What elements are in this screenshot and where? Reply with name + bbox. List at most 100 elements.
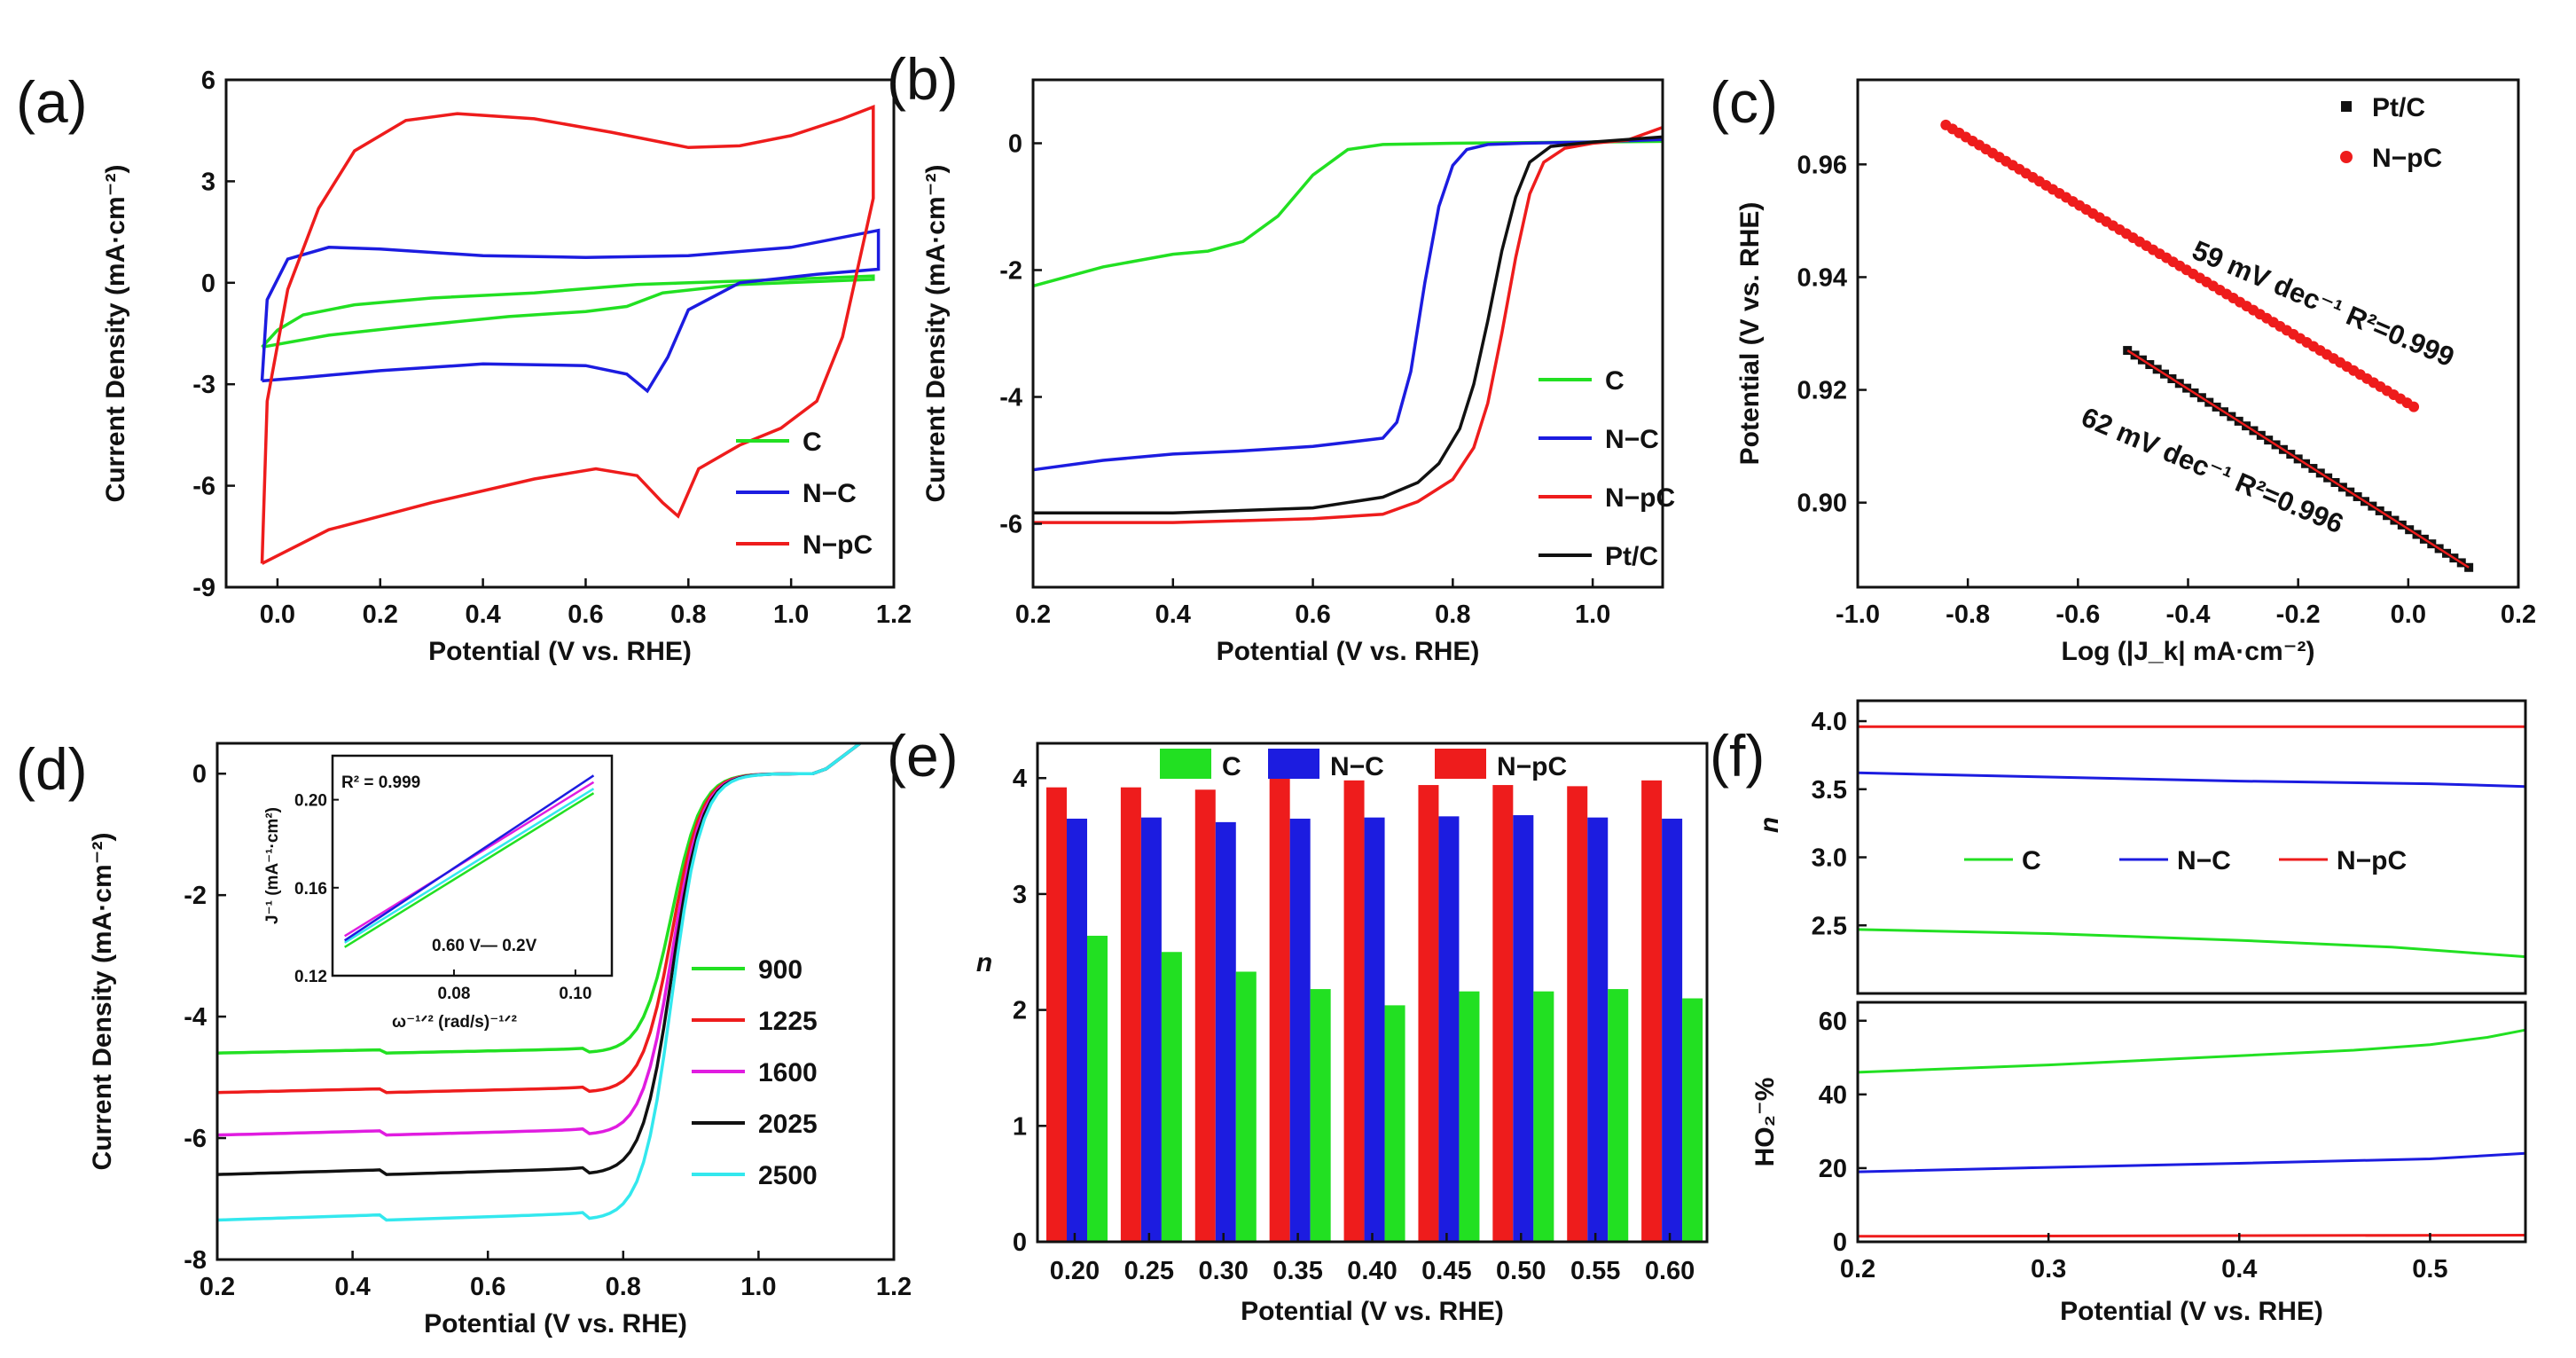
panel-e-bar (1310, 989, 1331, 1242)
panel-d-legend-label: 1225 (758, 1007, 818, 1036)
panel-e-legend-label: C (1222, 752, 1241, 781)
panel-f-top-ytick-label: 2.5 (1812, 912, 1847, 940)
panel-b-xtick-label: 0.8 (1435, 601, 1470, 629)
panel-e-bar (1567, 786, 1588, 1242)
panel-d-inset-ytick-label: 0.20 (294, 792, 327, 811)
panel-b-legend-label: C (1605, 366, 1625, 396)
panel-e-xtick-label: 0.45 (1421, 1257, 1471, 1285)
panel-f-xtick-label: 0.2 (1840, 1255, 1875, 1283)
panel-a-ytick-label: 0 (201, 270, 215, 298)
panel-f-top-series-line (1857, 928, 2526, 959)
panel-e-x-axis-label: Potential (V vs. RHE) (1241, 1297, 1504, 1326)
panel-d-plot-frame (215, 742, 896, 1261)
panel-f-panel-label: (f) (1710, 723, 1765, 789)
panel-d: 0.2 0.4 0.6 0.8 1.0 1.2 -8 -6 -4 -2 0 Potential (V … (16, 736, 912, 1338)
panel-b-y-axis-label: Current Density (mA·cm⁻²) (921, 165, 951, 503)
panel-b-series-line (1033, 125, 1664, 524)
panel-f-bottom-ytick-label: 60 (1819, 1008, 1847, 1036)
panel-e-bar (1682, 998, 1703, 1242)
panel-d-ytick-label: -2 (184, 882, 207, 910)
panel-d-inset-fit-line (344, 792, 595, 948)
panel-b: 0.2 0.4 0.6 0.8 1.0 -6 -4 -2 0 Potential (V vs. R… (887, 46, 1675, 666)
panel-e: 0.20 0.25 0.30 0.35 0.40 0.45 0.50 0.55 0.60 0 1 2 3… (887, 723, 1709, 1326)
panel-a-ytick-label: 6 (201, 67, 215, 95)
panel-a-ytick-label: 3 (201, 168, 215, 196)
panel-e-bar (1587, 817, 1609, 1242)
panel-e-xtick-label: 0.35 (1272, 1257, 1322, 1285)
panel-d-ytick-label: 0 (192, 760, 207, 789)
panel-b-series-line (1033, 135, 1664, 515)
panel-b-ytick-label: -6 (999, 511, 1022, 539)
panel-d-xtick-label: 0.6 (470, 1273, 505, 1301)
panel-c-xtick-label: -0.6 (2055, 601, 2100, 629)
panel-e-bar (1120, 787, 1141, 1242)
panel-c-xtick-label: -0.8 (1946, 601, 1990, 629)
panel-a-xtick-label: 0.8 (670, 601, 706, 629)
panel-e-xtick-label: 0.40 (1347, 1257, 1397, 1285)
panel-c-legend-label: N−pC (2372, 144, 2442, 173)
panel-e-ytick-label: 2 (1013, 997, 1027, 1025)
panel-c-slope-annotation: 62 mV dec⁻¹ R²=0.996 (2077, 401, 2348, 539)
panel-d-inset-xtick-label: 0.10 (559, 985, 591, 1003)
panel-e-xtick-label: 0.50 (1496, 1257, 1546, 1285)
panel-e-ytick-label: 4 (1013, 765, 1027, 793)
panel-c-xtick-label: 0.0 (2391, 601, 2426, 629)
panel-f: 2.5 3.0 3.5 4.0 n C N−C N−pC 0 20 40 60 HO₂⁻% 0.2 0.3 0… (1710, 699, 2527, 1326)
panel-f-top-y-label: n (1755, 817, 1784, 833)
panel-e-bar (1384, 1005, 1405, 1242)
panel-b-panel-label: (b) (887, 46, 959, 112)
panel-a-ytick-label: -6 (192, 473, 215, 501)
panel-f-x-axis-label: Potential (V vs. RHE) (2060, 1297, 2323, 1326)
panel-a-xtick-label: 1.2 (876, 601, 912, 629)
panel-d-legend-label: 2500 (758, 1161, 818, 1190)
panel-e-bar (1641, 780, 1663, 1242)
panel-e-bar (1438, 816, 1460, 1242)
panel-e-ytick-label: 1 (1013, 1112, 1027, 1141)
panel-d-xtick-label: 0.2 (200, 1273, 235, 1301)
panel-c-xtick-label: -0.4 (2166, 601, 2211, 629)
panel-d-xtick-label: 0.8 (606, 1273, 641, 1301)
panel-f-top-ytick-label: 3.5 (1812, 776, 1847, 805)
panel-e-xtick-label: 0.30 (1198, 1257, 1248, 1285)
panel-c-legend-label: Pt/C (2372, 93, 2425, 122)
panel-d-x-axis-label: Potential (V vs. RHE) (424, 1309, 687, 1338)
panel-e-bar (1513, 815, 1534, 1242)
panel-b-legend-label: N−C (1605, 425, 1659, 454)
panel-d-xtick-label: 0.4 (334, 1273, 370, 1301)
panel-b-xtick-label: 1.0 (1575, 601, 1610, 629)
panel-d-xtick-label: 1.0 (740, 1273, 776, 1301)
panel-a-y-axis-label: Current Density (mA·cm⁻²) (101, 165, 130, 503)
panel-d-inset-ytick-label: 0.16 (294, 880, 327, 899)
panel-a-legend-label: N−C (803, 479, 857, 508)
panel-a-legend-label: N−pC (803, 530, 873, 560)
panel-b-legend-label: Pt/C (1605, 542, 1658, 571)
panel-b-legend-label: N−pC (1605, 483, 1675, 513)
panel-b-series-line (1032, 137, 1664, 472)
panel-f-xtick-label: 0.5 (2412, 1255, 2447, 1283)
panel-d-xtick-label: 1.2 (876, 1273, 912, 1301)
panel-e-bar (1140, 817, 1162, 1242)
panel-c-panel-label: (c) (1710, 69, 1778, 135)
panel-e-bar (1194, 789, 1216, 1242)
panel-a-xtick-label: 0.6 (568, 601, 603, 629)
panel-e-ytick-label: 0 (1013, 1228, 1027, 1257)
panel-e-panel-label: (e) (887, 723, 959, 789)
panel-e-xtick-label: 0.60 (1645, 1257, 1695, 1285)
panel-f-legend-label: N−C (2177, 846, 2231, 875)
panel-c-ytick-label: 0.96 (1797, 151, 1847, 179)
panel-b-xtick-label: 0.2 (1015, 601, 1051, 629)
panel-c-xtick-label: 0.2 (2501, 601, 2536, 629)
panel-b-ytick-label: -2 (999, 257, 1022, 286)
panel-e-bar (1235, 971, 1257, 1242)
panel-d-inset-y-label: J⁻¹ (mA⁻¹·cm²) (263, 807, 282, 924)
panel-e-bar (1289, 818, 1311, 1242)
panel-f-top-ytick-label: 4.0 (1812, 708, 1847, 736)
panel-b-xtick-label: 0.6 (1295, 601, 1330, 629)
panel-a-series-line (260, 104, 875, 565)
panel-f-top-ytick-label: 3.0 (1812, 844, 1847, 873)
panel-f-bottom-series-line (1857, 1028, 2526, 1074)
panel-e-bar (1046, 787, 1067, 1242)
panel-e-legend-swatch (1435, 749, 1486, 779)
panel-b-ytick-label: 0 (1008, 130, 1022, 159)
